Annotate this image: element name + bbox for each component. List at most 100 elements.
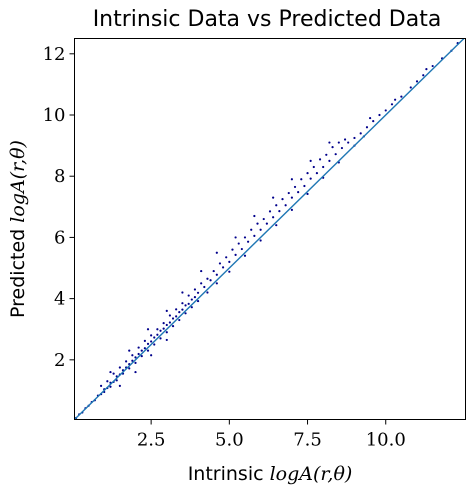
data-point <box>228 270 231 273</box>
data-point <box>409 86 412 89</box>
data-point <box>237 242 240 245</box>
data-point <box>247 240 250 243</box>
data-point <box>343 138 347 141</box>
data-point <box>143 339 146 342</box>
data-point <box>315 172 319 175</box>
data-point <box>134 370 137 374</box>
data-point <box>190 298 193 301</box>
data-point <box>125 360 128 363</box>
data-point <box>150 334 153 337</box>
data-point <box>184 312 187 315</box>
data-point <box>181 302 184 305</box>
data-point <box>165 323 168 327</box>
data-point <box>134 356 137 359</box>
data-point <box>215 251 218 254</box>
data-point <box>306 172 309 175</box>
data-point <box>278 210 281 213</box>
data-point <box>131 359 134 362</box>
y-axis-label-prefix: Predicted <box>7 229 29 318</box>
y-axis-label-math: logA(r,θ) <box>7 140 29 223</box>
chart-title: Intrinsic Data vs Predicted Data <box>93 7 442 32</box>
data-point <box>193 295 197 299</box>
data-point <box>253 214 256 218</box>
data-point <box>394 98 397 101</box>
data-point <box>221 266 225 269</box>
data-point <box>118 384 121 387</box>
data-point <box>109 370 112 374</box>
data-point <box>212 269 215 273</box>
data-point <box>175 308 178 311</box>
data-point <box>140 355 143 358</box>
data-point <box>99 384 103 387</box>
data-point <box>137 352 140 356</box>
data-point <box>146 342 150 346</box>
data-point <box>384 109 387 112</box>
data-point <box>390 103 394 106</box>
data-point <box>259 228 262 231</box>
data-point <box>162 327 165 330</box>
x-axis: 2.5 5.0 7.5 10.0 <box>137 419 406 451</box>
data-point <box>231 248 234 251</box>
data-point <box>225 256 228 259</box>
data-point <box>190 306 193 309</box>
data-point <box>218 262 222 265</box>
data-point <box>328 159 331 163</box>
data-point <box>415 80 419 83</box>
y-tick-label: 12 <box>43 44 66 65</box>
data-point <box>187 302 190 305</box>
y-tick-label: 6 <box>54 227 65 248</box>
y-tick-label: 8 <box>54 166 65 187</box>
data-point <box>300 178 303 181</box>
data-point <box>112 372 115 375</box>
data-point <box>134 361 137 364</box>
x-tick-label: 2.5 <box>137 430 166 451</box>
data-point <box>347 141 350 144</box>
x-tick-label: 10.0 <box>366 430 406 451</box>
data-point <box>290 196 293 199</box>
data-point <box>159 337 162 340</box>
data-point <box>369 116 372 120</box>
data-point <box>206 277 209 280</box>
data-point <box>353 136 356 140</box>
data-point <box>181 308 184 311</box>
plot-frame <box>74 38 466 420</box>
data-point <box>265 222 268 225</box>
data-point <box>303 184 306 188</box>
data-point <box>425 68 428 71</box>
data-point <box>209 279 212 282</box>
y-axis: 2 4 6 8 10 12 <box>43 44 75 371</box>
data-point <box>337 141 340 144</box>
data-point <box>290 178 293 181</box>
x-axis-label-prefix: Intrinsic <box>188 463 264 485</box>
data-point <box>200 282 203 285</box>
data-point <box>150 354 153 357</box>
data-point <box>431 64 434 68</box>
data-point <box>153 336 156 339</box>
data-point <box>290 208 293 211</box>
data-point <box>175 315 178 318</box>
data-point <box>422 74 425 77</box>
y-tick-label: 4 <box>54 289 65 310</box>
data-point <box>272 196 275 199</box>
data-point <box>137 346 140 349</box>
data-point <box>359 132 362 135</box>
data-point <box>200 269 203 273</box>
data-point <box>118 366 121 369</box>
data-point <box>150 340 153 343</box>
data-point <box>340 146 344 150</box>
data-point <box>293 185 297 189</box>
data-point <box>162 322 165 325</box>
data-point <box>106 380 109 383</box>
data-point <box>331 146 334 149</box>
data-point <box>156 328 159 331</box>
data-point <box>287 191 290 195</box>
data-point <box>140 349 143 352</box>
data-point <box>256 222 259 225</box>
y-tick-label: 2 <box>54 350 65 371</box>
data-point <box>143 347 146 350</box>
data-point <box>196 291 200 294</box>
x-axis-label-math: logA(r,θ) <box>270 463 353 485</box>
data-point <box>178 310 181 314</box>
data-point <box>184 304 187 307</box>
data-point <box>206 291 209 294</box>
